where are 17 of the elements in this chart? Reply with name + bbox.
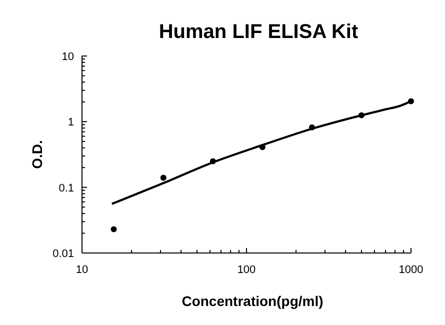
y-tick-label: 0.01 <box>52 248 74 260</box>
point <box>259 144 266 150</box>
y-tick-label: 10 <box>62 51 74 63</box>
point <box>210 158 216 164</box>
point <box>358 112 364 118</box>
x-tick-label: 10 <box>76 264 88 276</box>
point <box>308 124 315 130</box>
point <box>160 174 166 181</box>
chart-title: Human LIF ELISA Kit <box>158 21 358 43</box>
y-axis-title: O.D. <box>29 140 45 169</box>
y-tick-label: 0.1 <box>58 182 74 194</box>
x-tick-label: 100 <box>237 264 256 276</box>
x-tick-label: 1000 <box>398 264 424 276</box>
y-tick-label: 1 <box>68 116 74 129</box>
point <box>408 98 414 104</box>
point <box>110 226 117 232</box>
x-axis-title: Concentration(pg/ml) <box>182 293 324 309</box>
